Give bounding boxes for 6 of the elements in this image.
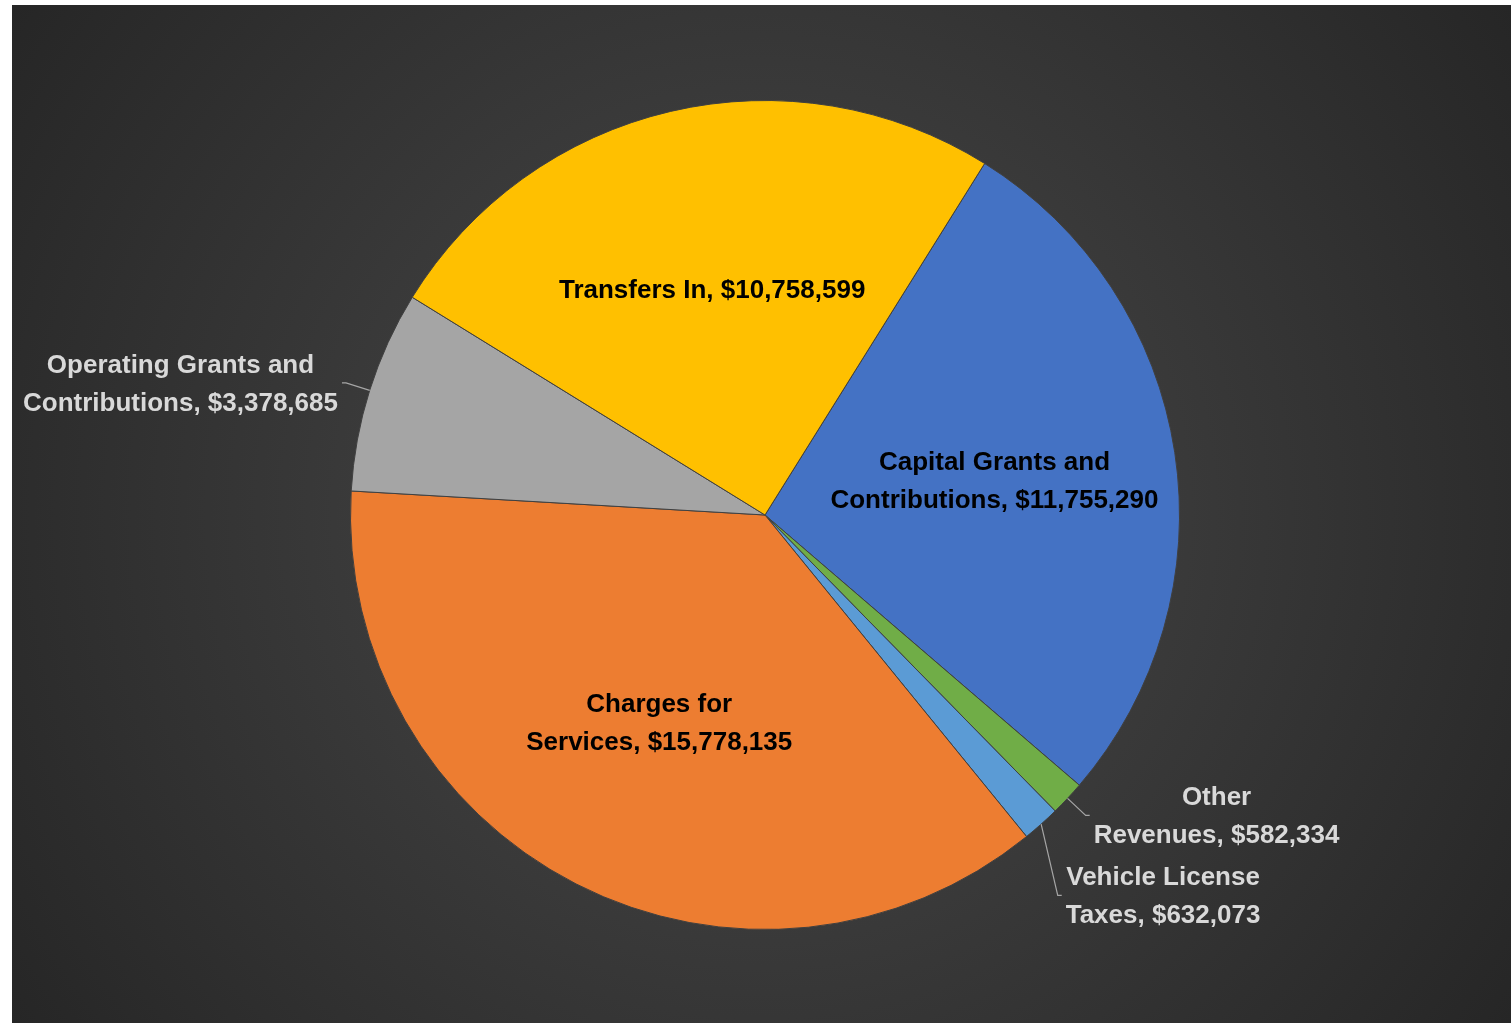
slice-label: Transfers In, $10,758,599 (557, 272, 867, 306)
slice-label: Charges for Services, $15,778,135 (525, 686, 794, 758)
slice-label: Other Revenues, $582,334 (1092, 780, 1341, 852)
slice-label: Vehicle License Taxes, $632,073 (1064, 860, 1262, 932)
slice-label: Operating Grants and Contributions, $3,378,685 (22, 347, 339, 419)
slice-label: Capital Grants and Contributions, $11,755,290 (829, 445, 1160, 517)
